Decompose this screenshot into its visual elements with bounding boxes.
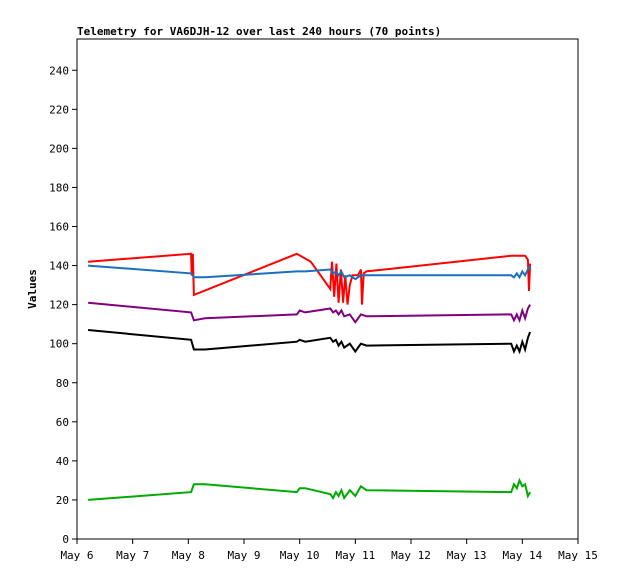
y-tick-label: 220 bbox=[49, 103, 69, 116]
y-tick-label: 160 bbox=[49, 221, 69, 234]
y-tick-label: 60 bbox=[56, 416, 69, 429]
y-tick-label: 40 bbox=[56, 455, 69, 468]
y-tick-label: 240 bbox=[49, 64, 69, 77]
x-tick-label: May 9 bbox=[227, 549, 260, 562]
y-tick-label: 20 bbox=[56, 494, 69, 507]
series-group bbox=[88, 252, 532, 501]
x-tick-label: May 13 bbox=[447, 549, 487, 562]
y-axis: 0 20 40 60 80 100 120 140 160 180 200 220 240 bbox=[49, 64, 77, 546]
series-line-2 bbox=[88, 264, 531, 281]
x-axis: May 6 May 7 May 8 May 9 May 10 May 11 May 12 Ma… bbox=[60, 539, 598, 562]
x-tick-label: May 15 bbox=[558, 549, 598, 562]
series-line-3 bbox=[88, 301, 531, 324]
series-line-4 bbox=[88, 329, 532, 355]
x-tick-label: May 6 bbox=[60, 549, 93, 562]
x-tick-label: May 11 bbox=[335, 549, 375, 562]
x-tick-label: May 12 bbox=[391, 549, 431, 562]
x-tick-label: May 10 bbox=[280, 549, 320, 562]
y-tick-label: 100 bbox=[49, 338, 69, 351]
x-tick-label: May 14 bbox=[502, 549, 542, 562]
chart-title: Telemetry for VA6DJH-12 over last 240 ho… bbox=[77, 25, 441, 38]
y-tick-label: 200 bbox=[49, 142, 69, 155]
x-tick-label: May 7 bbox=[116, 549, 149, 562]
series-line-1 bbox=[88, 252, 532, 305]
y-tick-label: 140 bbox=[49, 260, 69, 273]
y-tick-label: 0 bbox=[62, 533, 69, 546]
plot-frame bbox=[76, 38, 579, 540]
y-axis-label: Values bbox=[26, 269, 39, 309]
y-tick-label: 80 bbox=[56, 377, 69, 390]
y-tick-label: 180 bbox=[49, 181, 69, 194]
series-line-5 bbox=[88, 477, 531, 501]
x-tick-label: May 8 bbox=[172, 549, 205, 562]
y-tick-label: 120 bbox=[49, 299, 69, 312]
